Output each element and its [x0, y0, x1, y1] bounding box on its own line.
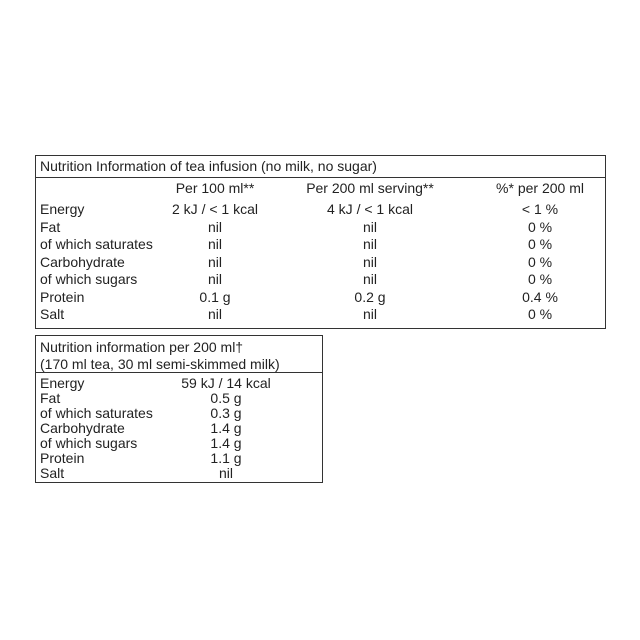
- cell: nil: [207, 306, 223, 322]
- row-label: Salt: [40, 306, 65, 322]
- cell: 59 kJ / 14 kcal: [181, 375, 271, 391]
- cell: 1.4 g: [210, 435, 242, 451]
- cell: 0 %: [527, 271, 553, 287]
- cell: nil: [362, 253, 378, 270]
- row-label: Energy: [40, 201, 85, 217]
- cell: nil: [207, 236, 223, 252]
- divider: [35, 177, 606, 178]
- row-label: of which sugars: [40, 271, 138, 287]
- table-box: [35, 155, 606, 329]
- cell: 0 %: [527, 218, 553, 235]
- divider: [35, 372, 323, 373]
- cell: < 1 %: [521, 201, 559, 217]
- cell: nil: [362, 236, 378, 252]
- row-label: Protein: [40, 288, 85, 305]
- cell: nil: [207, 218, 223, 235]
- cell: 0.1 g: [199, 288, 231, 305]
- row-label: of which sugars: [40, 435, 138, 451]
- table-box: [35, 335, 323, 483]
- row-label: Energy: [40, 375, 85, 391]
- row-label: Fat: [40, 390, 61, 406]
- cell: 2 kJ / < 1 kcal: [172, 201, 258, 217]
- cell: 0 %: [527, 253, 553, 270]
- column-header: Per 100 ml**: [175, 180, 255, 196]
- row-label: Carbohydrate: [40, 420, 125, 436]
- cell: nil: [362, 271, 378, 287]
- cell: 0.4 %: [522, 288, 558, 305]
- cell: nil: [362, 218, 378, 235]
- cell: 0.5 g: [210, 390, 242, 406]
- row-label: of which saturates: [40, 236, 153, 252]
- cell: nil: [218, 465, 234, 481]
- cell: nil: [207, 253, 223, 270]
- table-title: (170 ml tea, 30 ml semi-skimmed milk): [40, 356, 280, 372]
- cell: 0 %: [527, 236, 553, 252]
- row-label: Protein: [40, 450, 85, 466]
- cell: nil: [207, 271, 223, 287]
- row-label: Carbohydrate: [40, 253, 125, 270]
- row-label: of which saturates: [40, 405, 153, 421]
- row-label: Fat: [40, 218, 61, 235]
- cell: 1.1 g: [210, 450, 242, 466]
- cell: 1.4 g: [210, 420, 242, 436]
- cell: 0 %: [527, 306, 553, 322]
- table-title: Nutrition Information of tea infusion (n…: [40, 158, 377, 174]
- column-header: Per 200 ml serving**: [306, 180, 434, 196]
- cell: 4 kJ / < 1 kcal: [327, 201, 413, 217]
- row-label: Salt: [40, 465, 65, 481]
- column-header: %* per 200 ml: [496, 180, 584, 196]
- cell: nil: [362, 306, 378, 322]
- cell: 0.2 g: [354, 288, 386, 305]
- table-title: Nutrition information per 200 ml†: [40, 339, 244, 355]
- cell: 0.3 g: [210, 405, 242, 421]
